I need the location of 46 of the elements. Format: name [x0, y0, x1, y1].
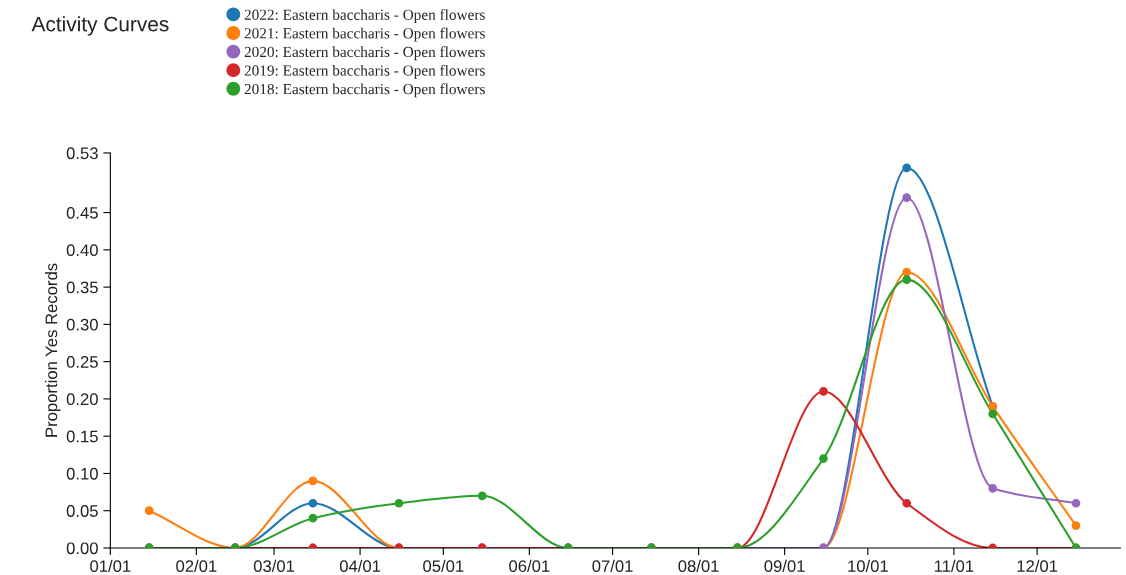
- point: [308, 476, 318, 486]
- y-tick-label: 0.05: [66, 505, 98, 517]
- point: [902, 193, 912, 203]
- point: [394, 498, 404, 508]
- x-tick-label: 01/01: [90, 559, 131, 573]
- y-tick-label: 0.35: [66, 281, 98, 294]
- y-tick-label: 0.25: [66, 356, 98, 368]
- x-tick-label: 07/01: [592, 559, 633, 573]
- point: [988, 409, 998, 419]
- point: [902, 498, 912, 508]
- y-tick-label: 0.15: [66, 430, 98, 443]
- point: [308, 513, 318, 523]
- point: [1071, 498, 1081, 508]
- x-tick-label: 12/01: [1017, 559, 1058, 573]
- y-tick-label: 0.45: [66, 206, 98, 219]
- point: [819, 387, 828, 396]
- x-tick-label: 10/01: [848, 559, 888, 573]
- y-tick-label: 0.30: [66, 318, 98, 331]
- point: [819, 454, 828, 463]
- y-tick-label: 0.20: [66, 393, 98, 406]
- y-axis-title: Proportion Yes Records: [45, 263, 61, 437]
- y-tick-label: 0.10: [66, 467, 98, 480]
- y-tick-label: 0.53: [66, 147, 98, 160]
- x-tick-label: 03/01: [253, 559, 295, 573]
- point: [902, 275, 912, 285]
- legend-label: 2019: Eastern baccharis - Open flowers: [244, 64, 485, 79]
- y-tick-label: 0.40: [66, 244, 98, 257]
- legend-label: 2020: Eastern baccharis - Open flowers: [244, 46, 485, 61]
- x-tick-label: 11/01: [934, 559, 974, 573]
- point: [988, 483, 998, 493]
- x-tick-label: 02/01: [176, 559, 217, 573]
- x-tick-label: 06/01: [509, 559, 550, 573]
- point: [1071, 521, 1081, 530]
- x-tick-label: 04/01: [339, 559, 381, 573]
- legend-label: 2021: Eastern baccharis - Open flowers: [244, 27, 485, 42]
- point: [308, 498, 318, 508]
- legend-label: 2022: Eastern baccharis - Open flowers: [244, 8, 485, 23]
- y-tick-label: 0.00: [66, 542, 98, 555]
- x-tick-label: 08/01: [678, 559, 719, 573]
- x-tick-label: 05/01: [423, 559, 464, 573]
- point: [477, 491, 487, 501]
- point: [902, 267, 912, 277]
- chart-title: Activity Curves: [31, 16, 169, 36]
- point: [902, 163, 912, 173]
- x-tick-label: 09/01: [764, 559, 805, 573]
- legend-label: 2018: Eastern baccharis - Open flowers: [244, 83, 485, 98]
